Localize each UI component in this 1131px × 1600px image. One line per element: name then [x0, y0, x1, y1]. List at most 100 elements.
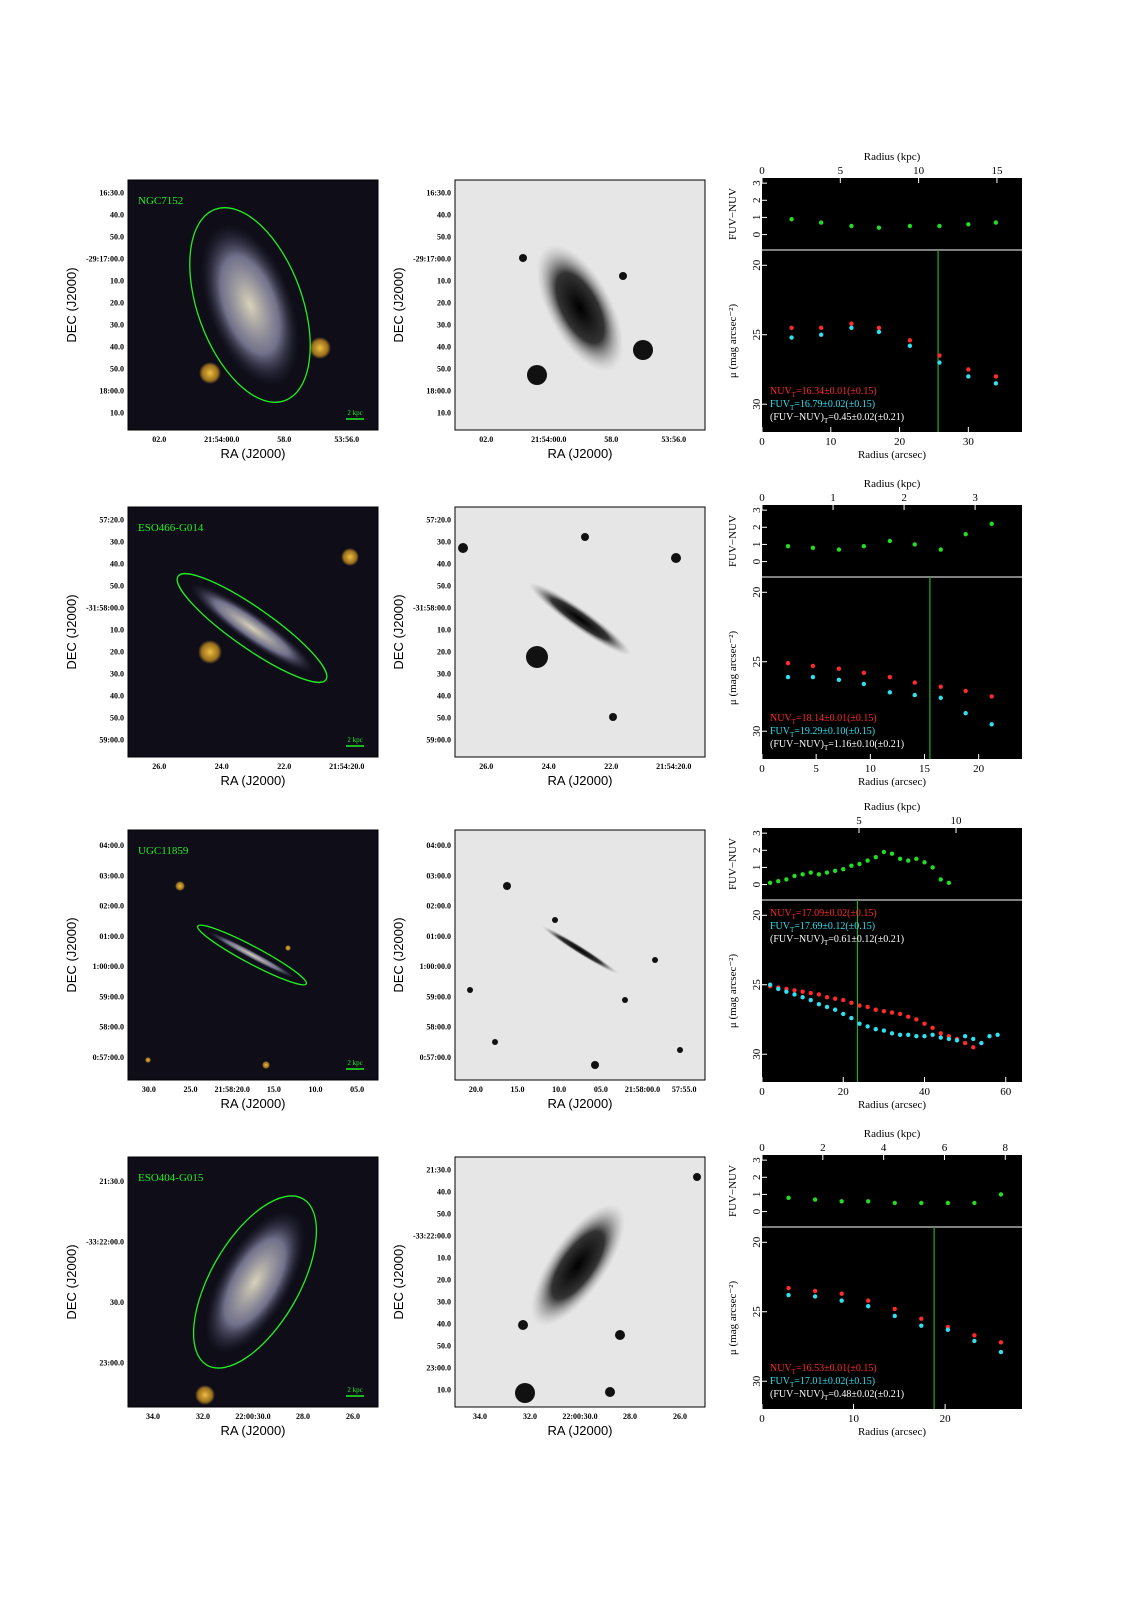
x2-tick-label: 6 [942, 1142, 948, 1154]
aperture-ellipse [192, 1195, 318, 1369]
subscript: T [792, 718, 797, 726]
ra-tick-label: 21:58:20.0 [215, 1085, 250, 1094]
mag-point [922, 1033, 927, 1039]
dec-tick-label: 57:20.0 [426, 516, 451, 525]
value: =0.45±0.02(±0.21) [828, 412, 904, 423]
ra-tick-label: 53:56.0 [661, 435, 686, 444]
dec-tick-label: 30.0 [110, 1298, 124, 1307]
x-tick-label: 60 [1000, 1086, 1012, 1098]
x2-tick-label: 2 [820, 1142, 826, 1154]
y-tick-label: 30 [751, 1375, 763, 1387]
mag-point [972, 1338, 977, 1344]
star [503, 882, 511, 890]
ra-tick-label: 26.0 [346, 1412, 360, 1421]
dec-tick-label: 30.0 [437, 1298, 451, 1307]
x-tick-label: 0 [759, 763, 765, 775]
mag-point [995, 1032, 1000, 1037]
y-tick-label: 25 [751, 979, 763, 991]
color-point [786, 1195, 791, 1201]
mag-point [998, 1340, 1004, 1345]
dec-tick-label: 0:57:00.0 [420, 1053, 451, 1062]
ra-tick-label: 34.0 [473, 1412, 487, 1421]
dec-tick-label: 21:30.0 [99, 1177, 124, 1186]
label: FUV [770, 399, 791, 410]
ra-tick-label: 22.0 [277, 762, 291, 771]
mag-point [912, 680, 917, 685]
dec-tick-label: 40.0 [437, 1320, 451, 1329]
mag-point [998, 1349, 1004, 1355]
ra-tick-label: 25.0 [184, 1085, 198, 1094]
mag-point [912, 692, 917, 698]
dec-tick-label: 1:00:00.0 [93, 962, 124, 971]
mag-point [789, 325, 794, 331]
color-point [907, 223, 913, 229]
x2-tick-label: 5 [856, 815, 862, 827]
color-point [789, 216, 794, 222]
label: NUV [770, 1363, 792, 1374]
color-point [906, 858, 911, 863]
mag-point [938, 695, 943, 701]
color-point [938, 547, 943, 552]
x2-axis-label: Radius (kpc) [864, 478, 921, 490]
y-axis-label: μ (mag arcsec⁻²) [727, 631, 739, 706]
ra-tick-label: 32.0 [523, 1412, 537, 1421]
mag-point [907, 343, 913, 349]
mag-point [839, 1291, 844, 1296]
x-tick-label: 40 [919, 1086, 931, 1098]
mag-point [989, 694, 994, 699]
color-point [784, 877, 789, 882]
mag-point [876, 329, 882, 335]
total-magnitude: FUVT=16.79±0.02(±0.15) [770, 399, 875, 412]
y-tick-label: 20 [751, 259, 763, 271]
mag-point [938, 1031, 943, 1036]
y-tick-label: 20 [751, 909, 763, 921]
star [309, 337, 331, 359]
star [619, 272, 627, 280]
mag-point [792, 988, 797, 993]
label: FUV [770, 1376, 791, 1387]
ra-axis-label: RA (J2000) [547, 1423, 612, 1438]
mag-point [966, 374, 971, 379]
ra-tick-label: 10.0 [309, 1085, 323, 1094]
ra-tick-label: 02.0 [152, 435, 166, 444]
mag-point [993, 374, 999, 379]
color-point [776, 878, 781, 884]
dec-tick-label: 18:00.0 [99, 387, 124, 396]
x-axis-label: Radius (arcsec) [858, 449, 926, 461]
color-point [824, 870, 830, 875]
dec-tick-label: 58:00.0 [426, 1023, 451, 1032]
scale-label: 2 kpc [347, 736, 362, 744]
y-tick-label: 0 [751, 881, 763, 887]
ra-tick-label: 58.0 [604, 435, 618, 444]
ra-tick-label: 21:58:00.0 [625, 1085, 660, 1094]
value: =18.14±0.01(±0.15) [796, 713, 877, 724]
color-point [919, 1200, 924, 1206]
mag-point [945, 1327, 951, 1333]
mag-point [887, 674, 893, 680]
dec-tick-label: 40.0 [437, 343, 451, 352]
dec-tick-label: 20.0 [110, 299, 124, 308]
dec-tick-label: 16:30.0 [99, 189, 124, 198]
mag-point [954, 1038, 960, 1043]
dec-tick-label: 20.0 [437, 1276, 451, 1285]
dec-tick-label: 10.0 [437, 409, 451, 418]
star [693, 1173, 701, 1181]
aperture-ellipse [176, 573, 328, 683]
dec-tick-label: 04:00.0 [426, 841, 451, 850]
star [262, 1061, 270, 1069]
label: FUV [770, 726, 791, 737]
total-magnitude: FUVT=17.69±0.12(±0.15) [770, 921, 875, 934]
dec-tick-label: 30.0 [110, 538, 124, 547]
ra-tick-label: 15.0 [511, 1085, 525, 1094]
ra-axis-label: RA (J2000) [547, 446, 612, 461]
dec-tick-label: 50.0 [110, 233, 124, 242]
mag-point [832, 1007, 838, 1012]
mag-point [836, 666, 842, 671]
dec-tick-label: 10.0 [110, 409, 124, 418]
total-magnitude: NUVT=18.14±0.01(±0.15) [770, 713, 877, 726]
y-axis-label: μ (mag arcsec⁻²) [727, 1281, 739, 1356]
star [652, 957, 658, 963]
color-point [945, 1200, 951, 1206]
y-tick-label: 0 [751, 231, 763, 237]
total-magnitude: (FUV−NUV)T=0.48±0.02(±0.21) [770, 1389, 904, 1402]
